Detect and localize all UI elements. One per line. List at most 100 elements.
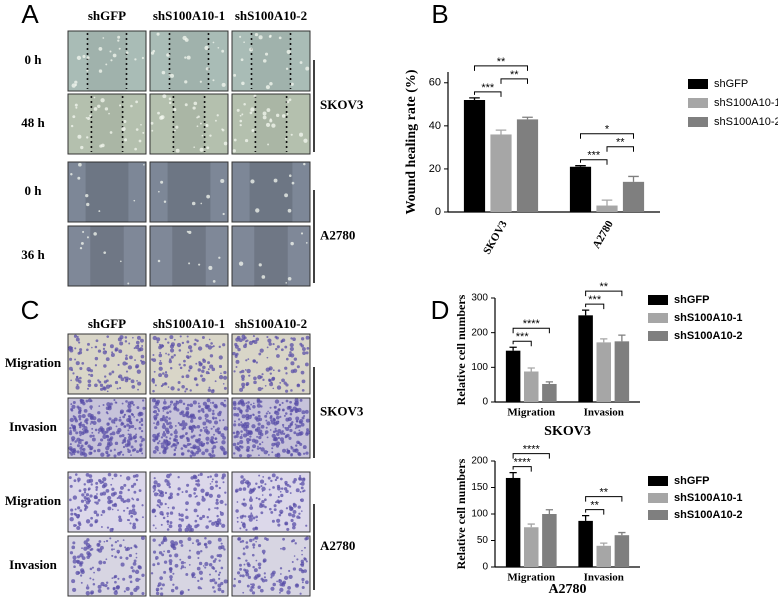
cell-speck xyxy=(206,398,211,403)
cell-speck xyxy=(72,495,78,500)
cell-speck xyxy=(189,349,193,353)
cell-speck xyxy=(306,433,309,435)
bar xyxy=(542,514,557,567)
cell-speck xyxy=(160,444,165,449)
cell-speck xyxy=(271,473,276,478)
cell-speck xyxy=(119,335,124,340)
error-bar xyxy=(600,542,608,546)
column-header: shS100A10-2 xyxy=(235,316,307,331)
micrograph xyxy=(67,30,147,92)
cell-speck xyxy=(169,410,172,413)
cell-speck xyxy=(207,368,210,371)
cell-speck xyxy=(255,515,258,519)
cell-speck xyxy=(255,497,258,500)
cell-speck xyxy=(266,421,271,426)
micrograph xyxy=(67,161,147,223)
legend-swatch xyxy=(648,313,668,323)
cell-speck xyxy=(251,553,255,557)
cell-speck xyxy=(290,361,295,366)
cell-speck xyxy=(200,577,203,581)
cell-speck xyxy=(192,400,197,405)
cell-speck xyxy=(255,482,258,485)
cell-speck xyxy=(205,67,209,71)
cell-speck xyxy=(95,501,99,505)
cell-speck xyxy=(90,547,94,551)
cell-speck xyxy=(218,256,221,259)
cell-speck xyxy=(113,473,118,478)
cell-speck xyxy=(96,567,101,572)
cell-speck xyxy=(115,425,118,428)
cell-speck xyxy=(189,355,192,358)
cell-speck xyxy=(90,590,95,595)
cell-speck xyxy=(174,434,178,439)
cell-speck xyxy=(218,577,221,580)
cell-speck xyxy=(134,569,140,575)
cell-speck xyxy=(239,440,244,445)
cell-speck xyxy=(120,498,125,502)
cell-speck xyxy=(121,433,125,438)
cell-speck xyxy=(268,342,272,346)
cell-speck xyxy=(176,342,182,348)
cell-speck xyxy=(123,376,127,379)
cell-speck xyxy=(106,526,110,529)
cell-speck xyxy=(186,525,190,529)
cell-speck xyxy=(169,335,174,340)
cell-speck xyxy=(233,73,237,77)
cell-speck xyxy=(169,521,173,525)
cell-speck xyxy=(179,590,185,595)
cell-speck xyxy=(76,559,80,564)
significance-label: *** xyxy=(587,150,601,162)
cell-speck xyxy=(177,421,180,425)
cell-speck xyxy=(197,402,200,405)
cell-speck xyxy=(255,519,258,522)
cell-speck xyxy=(211,401,215,405)
cell-speck xyxy=(198,361,201,364)
cell-speck xyxy=(210,436,215,440)
cell-speck xyxy=(79,398,83,402)
cell-speck xyxy=(251,129,255,132)
cell-speck xyxy=(80,145,84,150)
cell-speck xyxy=(76,526,81,531)
cell-speck xyxy=(220,433,225,438)
cell-speck xyxy=(251,449,254,452)
cell-speck xyxy=(266,346,269,349)
cell-speck xyxy=(184,103,188,107)
cell-speck xyxy=(277,420,280,423)
cell-speck xyxy=(89,567,93,571)
cell-speck xyxy=(169,570,173,574)
cell-speck xyxy=(76,444,81,448)
cell-speck xyxy=(141,56,145,60)
cell-speck xyxy=(282,448,287,453)
cell-speck xyxy=(69,427,72,430)
y-tick-label: 40 xyxy=(429,120,441,132)
cell-speck xyxy=(169,403,172,406)
bar xyxy=(490,134,512,212)
cell-speck xyxy=(217,587,222,592)
cell-speck xyxy=(78,162,82,167)
cell-speck xyxy=(80,569,85,575)
cell-speck xyxy=(172,442,177,447)
cell-speck xyxy=(187,345,193,350)
cell-speck xyxy=(153,422,155,425)
cell-speck xyxy=(242,498,246,501)
cell-speck xyxy=(158,505,161,508)
cell-speck xyxy=(98,560,103,565)
cell-speck xyxy=(209,354,214,358)
cell-speck xyxy=(263,576,267,579)
row-label: 36 h xyxy=(21,247,45,262)
cell-speck xyxy=(198,561,203,566)
cell-speck xyxy=(285,399,289,403)
cell-speck xyxy=(156,337,161,342)
cell-line-label: SKOV3 xyxy=(320,97,364,112)
cell-speck xyxy=(211,447,214,450)
cell-speck xyxy=(172,546,177,551)
cell-speck xyxy=(110,483,113,486)
cell-speck xyxy=(262,476,265,478)
y-tick-label: 0 xyxy=(482,397,488,408)
error-bar xyxy=(522,116,533,120)
cell-speck xyxy=(237,407,241,411)
x-tick-label: A2780 xyxy=(590,218,616,250)
cell-speck xyxy=(95,339,99,343)
cell-speck xyxy=(202,426,205,429)
cell-speck xyxy=(135,100,138,104)
